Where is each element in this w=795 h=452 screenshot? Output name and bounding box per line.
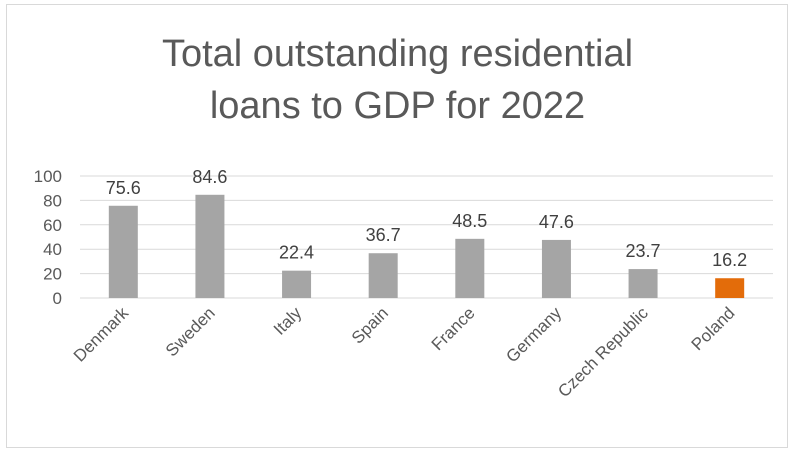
x-category-label: Spain	[348, 303, 392, 347]
bar-france	[455, 238, 485, 298]
data-labels: 75.6 84.6 22.4 36.7 48.5 47.6 23.7 16.2	[106, 167, 747, 270]
y-tick-label: 80	[43, 191, 62, 210]
y-tick-label: 60	[43, 216, 62, 235]
x-category-label: Denmark	[70, 303, 133, 366]
bar-spain	[368, 253, 398, 298]
x-category-label: Italy	[270, 303, 306, 339]
data-label: 48.5	[452, 211, 487, 231]
x-category-label: Czech Republic	[554, 303, 652, 401]
bars	[108, 194, 745, 298]
bar-czech-republic	[628, 269, 658, 298]
data-label: 47.6	[539, 212, 574, 232]
x-category-label: Sweden	[162, 303, 219, 360]
bar-italy	[282, 270, 312, 298]
data-label: 23.7	[626, 241, 661, 261]
chart-title-line-1: Total outstanding residential	[161, 33, 634, 75]
data-label: 84.6	[192, 167, 227, 187]
data-label: 22.4	[279, 243, 314, 263]
bar-poland	[715, 278, 745, 298]
bar-germany	[541, 239, 571, 298]
y-tick-label: 20	[43, 265, 62, 284]
y-tick-label: 40	[43, 240, 62, 259]
y-axis-tick-labels: 0 20 40 60 80 100	[34, 167, 62, 308]
x-category-label: Poland	[688, 303, 739, 354]
bar-sweden	[195, 194, 225, 298]
y-tick-label: 0	[53, 289, 62, 308]
x-category-label: France	[428, 303, 479, 354]
gridlines	[80, 175, 773, 299]
data-label: 36.7	[366, 225, 401, 245]
chart-title-line-2: loans to GDP for 2022	[209, 85, 586, 127]
x-axis-category-labels: Denmark Sweden Italy Spain France GermanyCzec…	[70, 303, 739, 401]
y-tick-label: 100	[34, 167, 62, 186]
data-label: 75.6	[106, 178, 141, 198]
x-category-label: Germany	[502, 303, 565, 366]
data-label: 16.2	[712, 250, 747, 270]
bar-denmark	[108, 205, 138, 298]
chart-title: Total outstanding residential loans to G…	[0, 28, 795, 132]
